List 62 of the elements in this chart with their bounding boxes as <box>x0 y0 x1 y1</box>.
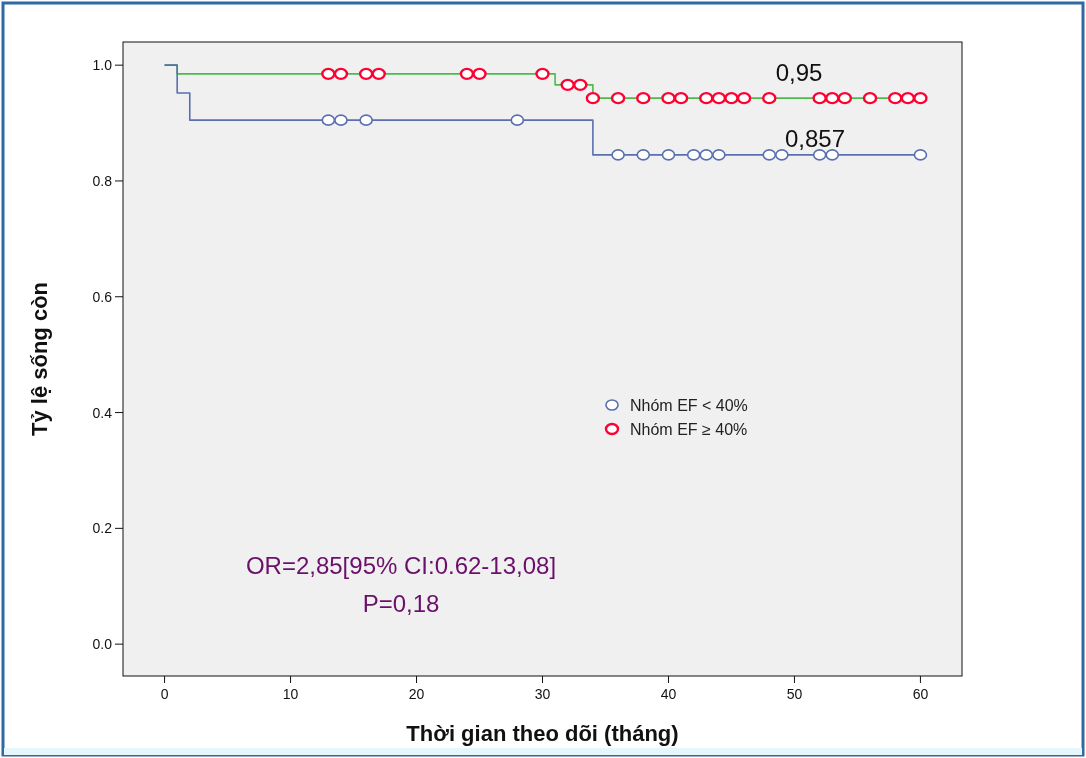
point <box>321 67 336 81</box>
point <box>333 67 349 81</box>
y-tick-label: 0.6 <box>92 288 113 305</box>
point <box>775 149 789 161</box>
y-tick-label: 1.0 <box>92 57 113 74</box>
point <box>862 91 878 105</box>
point <box>913 91 928 105</box>
point <box>359 114 373 126</box>
annotation: P=0,18 <box>362 590 440 617</box>
point <box>736 91 752 105</box>
point <box>712 149 726 161</box>
x-tick-label: 10 <box>282 686 299 702</box>
point <box>573 78 588 92</box>
point <box>686 149 701 161</box>
legend-label: Nhóm EF ≥ 40% <box>630 421 748 438</box>
x-tick-label: 60 <box>912 686 929 702</box>
x-axis-title: Thời gian theo dõi (tháng) <box>406 721 679 746</box>
point <box>711 91 727 105</box>
annotation: 0,95 <box>775 59 823 86</box>
point <box>661 149 676 161</box>
point <box>673 91 689 105</box>
point <box>825 91 840 105</box>
point <box>560 78 575 92</box>
point <box>900 91 916 105</box>
point <box>913 149 928 161</box>
y-axis-title: Tỷ lệ sống còn <box>27 281 52 437</box>
point <box>510 114 525 126</box>
x-tick-label: 20 <box>408 686 425 702</box>
point <box>585 91 601 105</box>
point <box>535 67 550 81</box>
annotation: OR=2,85[95% CI:0.62-13,08] <box>245 552 557 579</box>
annotation: 0,857 <box>784 125 846 152</box>
point <box>825 149 840 161</box>
x-tick-label: 40 <box>660 686 677 702</box>
y-tick-label: 0.0 <box>92 636 113 653</box>
point <box>636 149 651 161</box>
point <box>762 91 777 105</box>
x-tick-label: 30 <box>534 686 551 702</box>
point <box>699 91 714 105</box>
point <box>610 91 626 105</box>
point <box>459 67 475 81</box>
y-tick-label: 0.8 <box>92 172 113 189</box>
point <box>724 91 739 105</box>
y-tick-label: 0.4 <box>92 404 113 421</box>
point <box>762 149 777 161</box>
point <box>358 67 374 81</box>
point <box>611 149 625 161</box>
x-tick-label: 50 <box>786 686 803 702</box>
point <box>334 114 348 126</box>
point <box>812 149 827 161</box>
legend-label: Nhóm EF < 40% <box>630 397 748 414</box>
point <box>812 91 827 105</box>
point <box>661 91 676 105</box>
point <box>837 91 853 105</box>
point <box>636 91 651 105</box>
point <box>472 67 487 81</box>
point <box>888 91 903 105</box>
point <box>699 149 714 161</box>
x-tick-label: 0 <box>160 686 169 702</box>
point <box>371 67 386 81</box>
point <box>321 114 336 126</box>
y-tick-label: 0.2 <box>92 520 113 537</box>
